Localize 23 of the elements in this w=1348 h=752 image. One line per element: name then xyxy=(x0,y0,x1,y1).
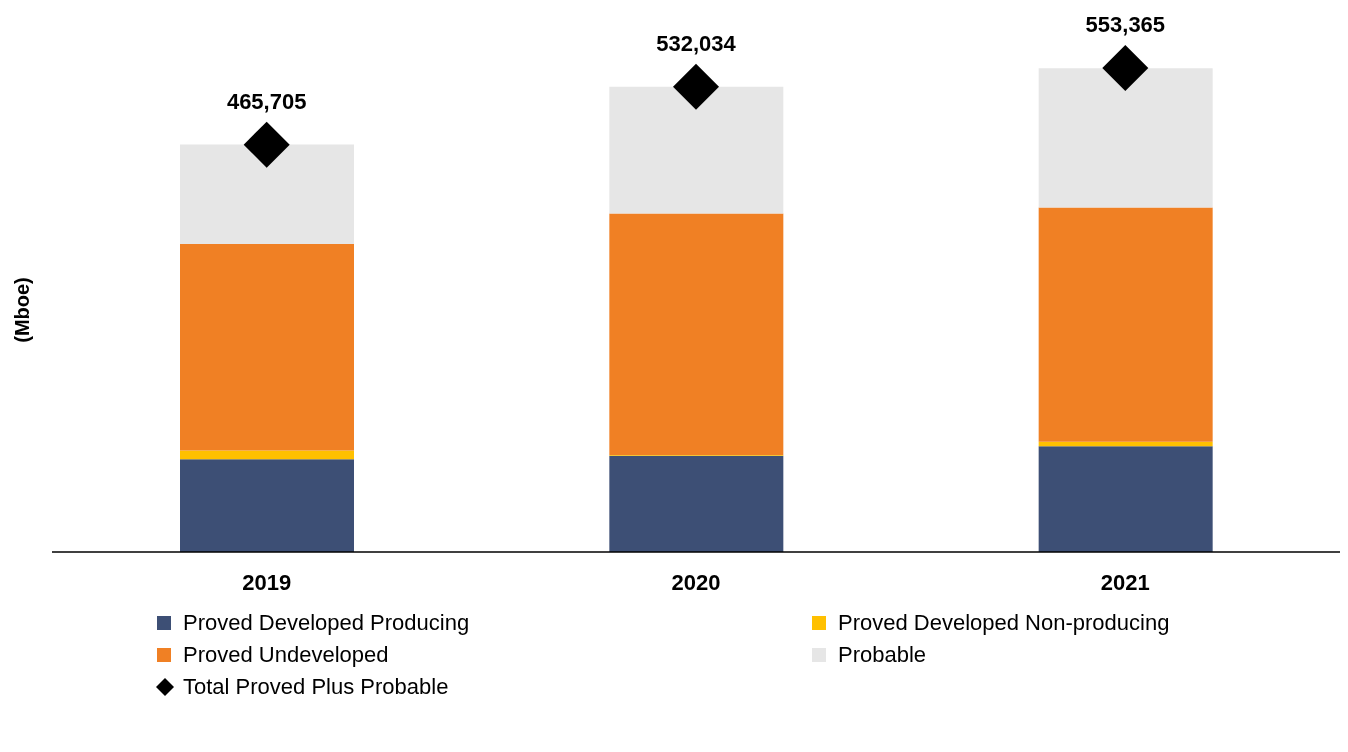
x-tick-label: 2021 xyxy=(1100,569,1150,595)
data-label: 553,365 xyxy=(1085,12,1166,37)
bar xyxy=(180,144,354,245)
bar xyxy=(1038,68,1213,208)
legend-label: Proved Developed Producing xyxy=(183,610,470,636)
bar xyxy=(180,450,354,460)
data-label: 532,034 xyxy=(656,30,737,56)
x-tick-label: 2020 xyxy=(671,569,721,595)
legend-label: Probable xyxy=(838,642,927,668)
bar xyxy=(1038,207,1213,442)
bar xyxy=(180,459,354,552)
bar xyxy=(609,86,784,214)
legend-label: Proved Undeveloped xyxy=(183,642,389,668)
bar xyxy=(180,244,354,451)
x-tick-label: 2019 xyxy=(242,569,292,595)
bar xyxy=(609,213,784,455)
legend-label: Proved Developed Non-producing xyxy=(838,610,1170,636)
bar xyxy=(1038,441,1213,447)
legend-label: Total Proved Plus Probable xyxy=(183,674,449,700)
y-axis-title: (Mboe) xyxy=(11,277,34,343)
data-label: 465,705 xyxy=(226,88,307,114)
bar xyxy=(609,455,784,552)
bar xyxy=(1038,446,1213,552)
